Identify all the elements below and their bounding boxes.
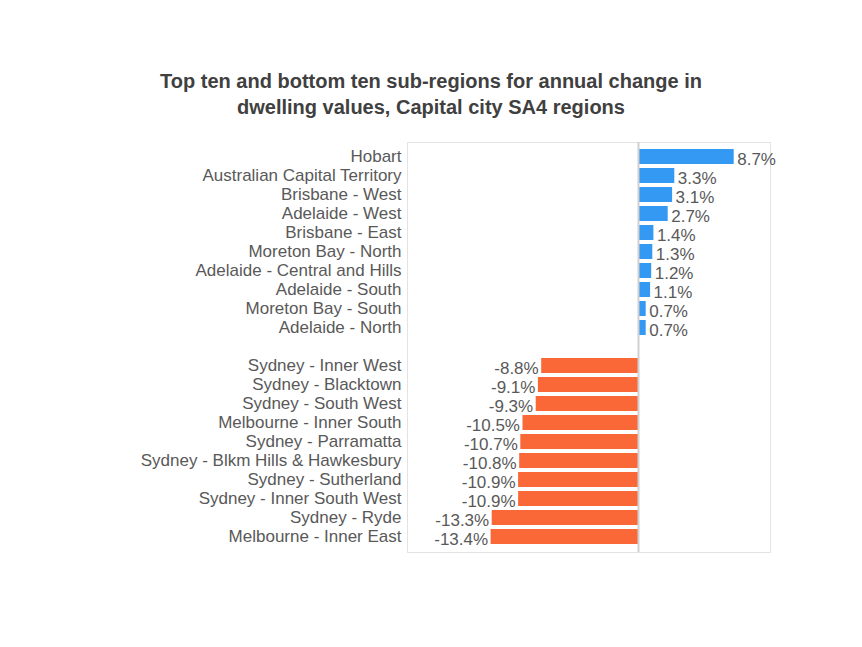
svg-text:Sydney - South West: Sydney - South West [242, 394, 402, 413]
svg-text:Adelaide - South: Adelaide - South [276, 280, 402, 299]
svg-text:Melbourne - Inner South: Melbourne - Inner South [218, 413, 401, 432]
svg-text:-10.8%: -10.8% [463, 454, 517, 473]
svg-text:8.7%: 8.7% [737, 150, 776, 169]
svg-text:Sydney - Inner South West: Sydney - Inner South West [199, 489, 402, 508]
svg-text:1.3%: 1.3% [656, 245, 695, 264]
svg-text:Moreton Bay - South: Moreton Bay - South [246, 299, 402, 318]
svg-text:0.7%: 0.7% [649, 302, 688, 321]
svg-text:Australian Capital Territory: Australian Capital Territory [202, 166, 402, 185]
svg-text:-10.5%: -10.5% [466, 416, 520, 435]
svg-text:3.3%: 3.3% [678, 169, 717, 188]
svg-text:Sydney - Inner West: Sydney - Inner West [248, 356, 402, 375]
svg-text:-10.9%: -10.9% [462, 492, 516, 511]
svg-text:Sydney - Blacktown: Sydney - Blacktown [252, 375, 401, 394]
svg-text:Sydney - Parramatta: Sydney - Parramatta [246, 432, 402, 451]
svg-text:-10.9%: -10.9% [462, 473, 516, 492]
svg-text:Hobart: Hobart [350, 147, 401, 166]
svg-text:1.4%: 1.4% [657, 226, 696, 245]
svg-text:-13.4%: -13.4% [434, 530, 488, 549]
svg-text:Adelaide - North: Adelaide - North [279, 318, 402, 337]
svg-text:-9.1%: -9.1% [491, 378, 535, 397]
svg-text:-9.3%: -9.3% [489, 397, 533, 416]
svg-text:2.7%: 2.7% [671, 207, 710, 226]
svg-text:-8.8%: -8.8% [494, 359, 538, 378]
svg-text:-13.3%: -13.3% [435, 511, 489, 530]
svg-text:Adelaide - West: Adelaide - West [282, 204, 402, 223]
svg-text:Moreton Bay - North: Moreton Bay - North [248, 242, 401, 261]
svg-text:Sydney - Sutherland: Sydney - Sutherland [247, 470, 401, 489]
svg-text:Melbourne - Inner East: Melbourne - Inner East [229, 527, 402, 546]
svg-text:1.1%: 1.1% [654, 283, 693, 302]
svg-text:Sydney - Ryde: Sydney - Ryde [290, 508, 402, 527]
svg-text:0.7%: 0.7% [649, 321, 688, 340]
svg-text:Brisbane - West: Brisbane - West [281, 185, 402, 204]
svg-text:Sydney - Blkm Hills & Hawkesbu: Sydney - Blkm Hills & Hawkesbury [141, 451, 402, 470]
svg-text:3.1%: 3.1% [676, 188, 715, 207]
svg-text:-10.7%: -10.7% [464, 435, 518, 454]
svg-text:1.2%: 1.2% [655, 264, 694, 283]
svg-text:Adelaide - Central and Hills: Adelaide - Central and Hills [196, 261, 402, 280]
svg-text:Brisbane - East: Brisbane - East [285, 223, 401, 242]
html-text:Top ten and bottom ten sub-reg: Top ten and bottom ten sub-regions for a… [160, 70, 702, 118]
